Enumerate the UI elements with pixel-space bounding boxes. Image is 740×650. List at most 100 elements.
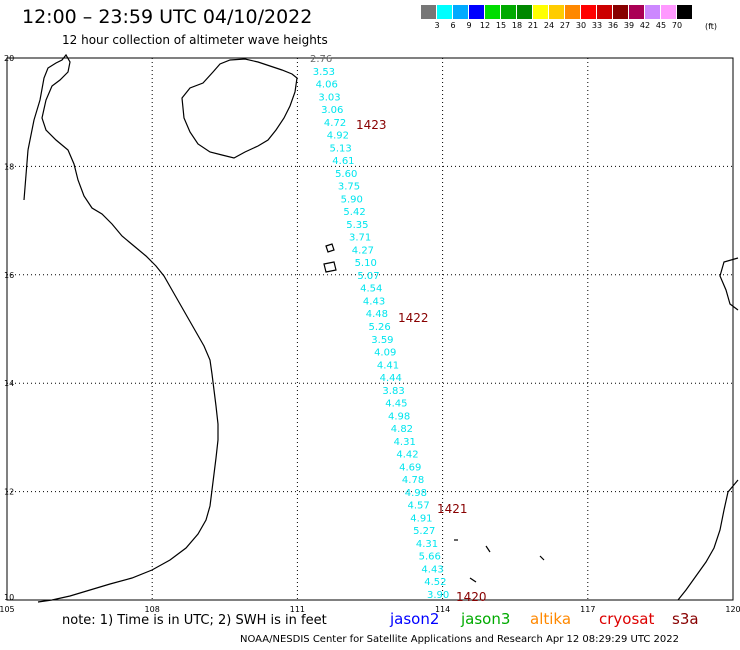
legend-color-bar [421, 5, 693, 19]
longitude-tick-label: 114 [435, 605, 450, 614]
map-title: 12:00 – 23:59 UTC 04/10/2022 [22, 6, 313, 28]
wave-height-label: 4.69 [399, 462, 421, 473]
latitude-tick-label: 14 [4, 379, 14, 388]
wave-height-label: 4.91 [410, 513, 432, 524]
wave-height-label: 5.10 [355, 258, 377, 269]
color-legend: 3 6 9 12 15 18 21 24 27 30 33 36 39 42 45 70 [421, 5, 693, 30]
pass-time-label: 1423 [356, 118, 387, 132]
axis-labels: 105 108 111 114 117 120 10 12 14 16 18 20 [0, 54, 740, 614]
satellite-legend-item: s3a [672, 610, 699, 628]
wave-height-label: 5.07 [357, 271, 379, 282]
latitude-tick-label: 18 [4, 162, 14, 171]
legend-swatch [533, 5, 549, 19]
legend-swatch [421, 5, 437, 19]
legend-label: 9 [466, 21, 472, 30]
legend-swatch [437, 5, 453, 19]
wave-height-label: 5.90 [341, 194, 363, 205]
wave-height-label: 4.48 [366, 309, 388, 320]
legend-swatch [677, 5, 693, 19]
wave-height-label: 4.52 [424, 577, 446, 588]
legend-labels: 3 6 9 12 15 18 21 24 27 30 33 36 39 42 45 70 [421, 21, 693, 30]
wave-height-label: 5.60 [335, 169, 357, 180]
legend-unit: (ft) [705, 22, 718, 31]
coastline [23, 53, 739, 603]
wave-height-label: 4.72 [324, 118, 346, 129]
legend-label: 21 [527, 21, 539, 30]
longitude-tick-label: 120 [725, 605, 740, 614]
wave-height-label: 3.71 [349, 233, 371, 244]
legend-swatch [453, 5, 469, 19]
legend-swatch [597, 5, 613, 19]
wave-height-label: 5.42 [343, 207, 365, 218]
wave-height-label: 4.41 [377, 360, 399, 371]
wave-height-label: 4.57 [408, 501, 430, 512]
longitude-tick-label: 105 [0, 605, 15, 614]
legend-label: 12 [479, 21, 491, 30]
wave-height-label: 3.03 [318, 92, 340, 103]
pass-time-label: 1420 [456, 590, 487, 604]
satellite-legend-item: cryosat [599, 610, 655, 628]
legend-label: 36 [607, 21, 619, 30]
legend-swatch [629, 5, 645, 19]
wave-height-label: 4.27 [352, 245, 374, 256]
latitude-tick-label: 20 [4, 54, 14, 63]
latitude-tick-label: 12 [4, 488, 14, 497]
map-subtitle: 12 hour collection of altimeter wave hei… [62, 33, 328, 47]
wave-height-label: 3.59 [371, 335, 393, 346]
wave-height-label: 4.98 [405, 488, 427, 499]
wave-height-label: 4.43 [363, 296, 385, 307]
wave-height-label: 4.92 [327, 131, 349, 142]
legend-swatch [645, 5, 661, 19]
legend-label: 30 [575, 21, 587, 30]
wave-height-label: 4.54 [360, 284, 382, 295]
wave-height-label: 4.61 [332, 156, 354, 167]
wave-height-label: 4.98 [388, 411, 410, 422]
legend-label: 24 [543, 21, 555, 30]
pass-time-label: 1422 [398, 311, 429, 325]
satellite-track: 2.76 3.53 4.063.03 3.06 4.72 4.925.13 4.61 5.60… [310, 54, 487, 604]
legend-label: 15 [495, 21, 507, 30]
pass-time-label: 1421 [437, 502, 468, 516]
longitude-tick-label: 108 [145, 605, 160, 614]
longitude-tick-label: 117 [580, 605, 595, 614]
longitude-tick-label: 111 [290, 605, 305, 614]
wave-height-label: 5.27 [413, 526, 435, 537]
mainland-coastline [27, 53, 219, 603]
wave-height-label: 5.35 [346, 220, 368, 231]
wave-height-label: 3.53 [313, 67, 335, 78]
legend-label: 70 [671, 21, 683, 30]
wave-height-label: 3.75 [338, 182, 360, 193]
latitude-tick-label: 10 [4, 593, 14, 602]
wave-height-label: 5.13 [330, 143, 352, 154]
legend-swatch [581, 5, 597, 19]
legend-label: 6 [450, 21, 456, 30]
wave-height-label: 5.66 [419, 552, 441, 563]
legend-swatch [517, 5, 533, 19]
wave-height-label: 3.90 [427, 590, 449, 601]
spratly-island [485, 545, 491, 553]
credit-line: NOAA/NESDIS Center for Satellite Applica… [240, 634, 679, 645]
wave-height-label: 4.09 [374, 348, 396, 359]
satellite-legend-item: jason2 [390, 610, 440, 628]
legend-swatch [501, 5, 517, 19]
legend-swatch [485, 5, 501, 19]
legend-swatch [549, 5, 565, 19]
wave-height-label: 4.31 [394, 437, 416, 448]
wave-height-label: 4.31 [416, 539, 438, 550]
map-grid [6, 57, 734, 601]
legend-label: 27 [559, 21, 571, 30]
satellite-legend-item: jason3 [461, 610, 511, 628]
wave-height-label: 4.44 [380, 373, 402, 384]
wave-height-label: 3.06 [321, 105, 343, 116]
legend-label: 39 [623, 21, 635, 30]
wave-height-label: 5.26 [369, 322, 391, 333]
paracel-island [325, 243, 335, 253]
wave-height-label: 4.78 [402, 475, 424, 486]
wave-height-label: 4.06 [316, 80, 338, 91]
paracel-island [323, 261, 337, 273]
satellite-legend-item: altika [530, 610, 572, 628]
spratly-island [539, 555, 545, 561]
legend-label: 42 [639, 21, 651, 30]
philippines-coastline [677, 479, 739, 601]
